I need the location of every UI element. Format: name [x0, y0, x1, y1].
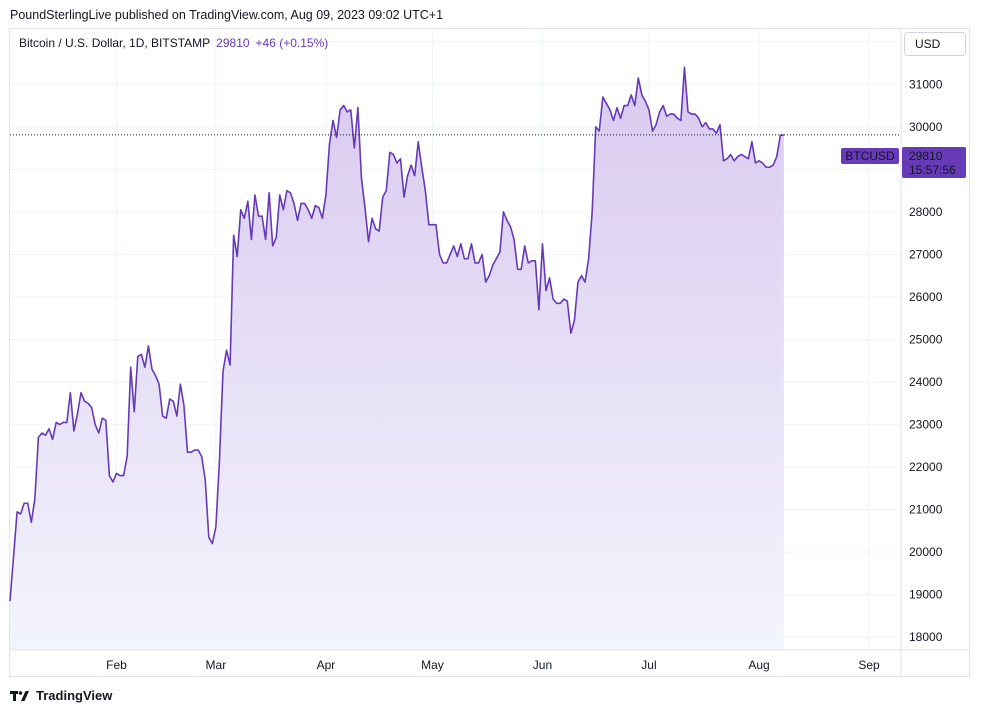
series-legend: Bitcoin / U.S. Dollar, 1D, BITSTAMP 29810…: [19, 36, 328, 50]
y-tick-label: 23000: [909, 418, 943, 432]
currency-button[interactable]: USD: [904, 32, 966, 56]
x-tick-label: May: [421, 658, 444, 672]
x-tick-label: Feb: [106, 658, 127, 672]
price-area-fill: [10, 67, 784, 650]
legend-symbol: Bitcoin / U.S. Dollar, 1D, BITSTAMP: [19, 36, 211, 50]
y-tick-label: 21000: [909, 503, 943, 517]
y-tick-label: 22000: [909, 460, 943, 474]
x-tick-label: Mar: [206, 658, 227, 672]
last-price-text: 29810: [909, 149, 943, 163]
y-tick-label: 30000: [909, 120, 943, 134]
time-axis[interactable]: Feb Mar Apr May Jun Jul Aug Sep: [106, 658, 880, 672]
legend-change: +46 (+0.15%): [255, 36, 329, 50]
y-tick-label: 26000: [909, 290, 943, 304]
chart-frame: [9, 28, 970, 677]
symbol-badge: [841, 148, 899, 164]
tradingview-logo-icon: [10, 690, 29, 701]
legend-last-value: 29810: [216, 36, 250, 50]
price-badge: BTCUSD 29810 15:57:56: [841, 147, 966, 178]
y-tick-label: 28000: [909, 205, 943, 219]
y-tick-label: 31000: [909, 77, 943, 91]
y-tick-label: 25000: [909, 333, 943, 347]
footer-brand[interactable]: TradingView: [10, 688, 112, 703]
publisher-caption: PoundSterlingLive published on TradingVi…: [10, 8, 444, 22]
price-line: [9, 66, 784, 602]
x-tick-label: Sep: [858, 658, 880, 672]
price-axis[interactable]: 18000 19000 20000 21000 22000 23000 24000 25000…: [909, 35, 943, 644]
y-tick-label: 24000: [909, 375, 943, 389]
y-tick-label: 27000: [909, 247, 943, 261]
symbol-badge-text: BTCUSD: [845, 149, 895, 163]
y-tick-label: 20000: [909, 545, 943, 559]
x-tick-label: Jun: [533, 658, 552, 672]
y-tick-label: 19000: [909, 588, 943, 602]
x-tick-label: Aug: [748, 658, 769, 672]
x-tick-label: Jul: [641, 658, 656, 672]
footer-brand-text: TradingView: [36, 688, 113, 703]
last-price-badge: [902, 147, 966, 178]
y-tick-label: 18000: [909, 630, 943, 644]
x-tick-label: Apr: [317, 658, 336, 672]
bar-countdown-text: 15:57:56: [909, 163, 956, 177]
